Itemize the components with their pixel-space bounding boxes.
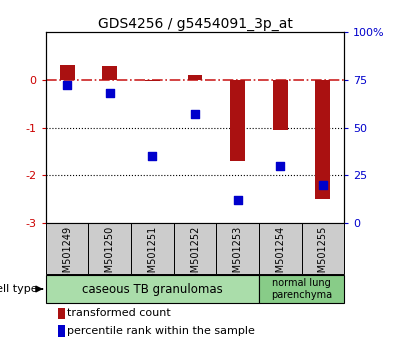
Point — [192, 111, 198, 117]
FancyBboxPatch shape — [174, 223, 216, 274]
Text: GSM501251: GSM501251 — [147, 226, 157, 285]
FancyBboxPatch shape — [46, 275, 259, 303]
Text: transformed count: transformed count — [67, 308, 170, 318]
Point — [149, 153, 156, 159]
Text: GSM501254: GSM501254 — [275, 226, 285, 285]
FancyBboxPatch shape — [131, 223, 174, 274]
Text: GSM501255: GSM501255 — [318, 226, 328, 285]
Text: GSM501252: GSM501252 — [190, 226, 200, 285]
FancyBboxPatch shape — [46, 223, 88, 274]
Bar — [58, 325, 65, 337]
FancyBboxPatch shape — [217, 223, 259, 274]
Bar — [60, 65, 74, 80]
Bar — [187, 75, 203, 80]
Title: GDS4256 / g5454091_3p_at: GDS4256 / g5454091_3p_at — [98, 17, 293, 31]
Bar — [230, 80, 245, 161]
Point — [107, 90, 113, 96]
Text: GSM501253: GSM501253 — [233, 226, 243, 285]
Bar — [102, 66, 117, 80]
FancyBboxPatch shape — [88, 223, 131, 274]
FancyBboxPatch shape — [259, 223, 302, 274]
Bar — [316, 80, 330, 199]
Point — [234, 198, 241, 203]
Bar — [58, 308, 65, 319]
Point — [64, 82, 70, 88]
Bar — [273, 80, 288, 130]
FancyBboxPatch shape — [302, 223, 344, 274]
Text: percentile rank within the sample: percentile rank within the sample — [67, 326, 255, 336]
Text: cell type: cell type — [0, 284, 37, 294]
Text: GSM501250: GSM501250 — [105, 226, 115, 285]
Text: GSM501249: GSM501249 — [62, 226, 72, 285]
Point — [277, 163, 283, 169]
Point — [320, 182, 326, 188]
Text: caseous TB granulomas: caseous TB granulomas — [82, 282, 223, 296]
FancyBboxPatch shape — [259, 275, 344, 303]
Bar — [145, 80, 160, 81]
Text: normal lung
parenchyma: normal lung parenchyma — [271, 278, 332, 300]
